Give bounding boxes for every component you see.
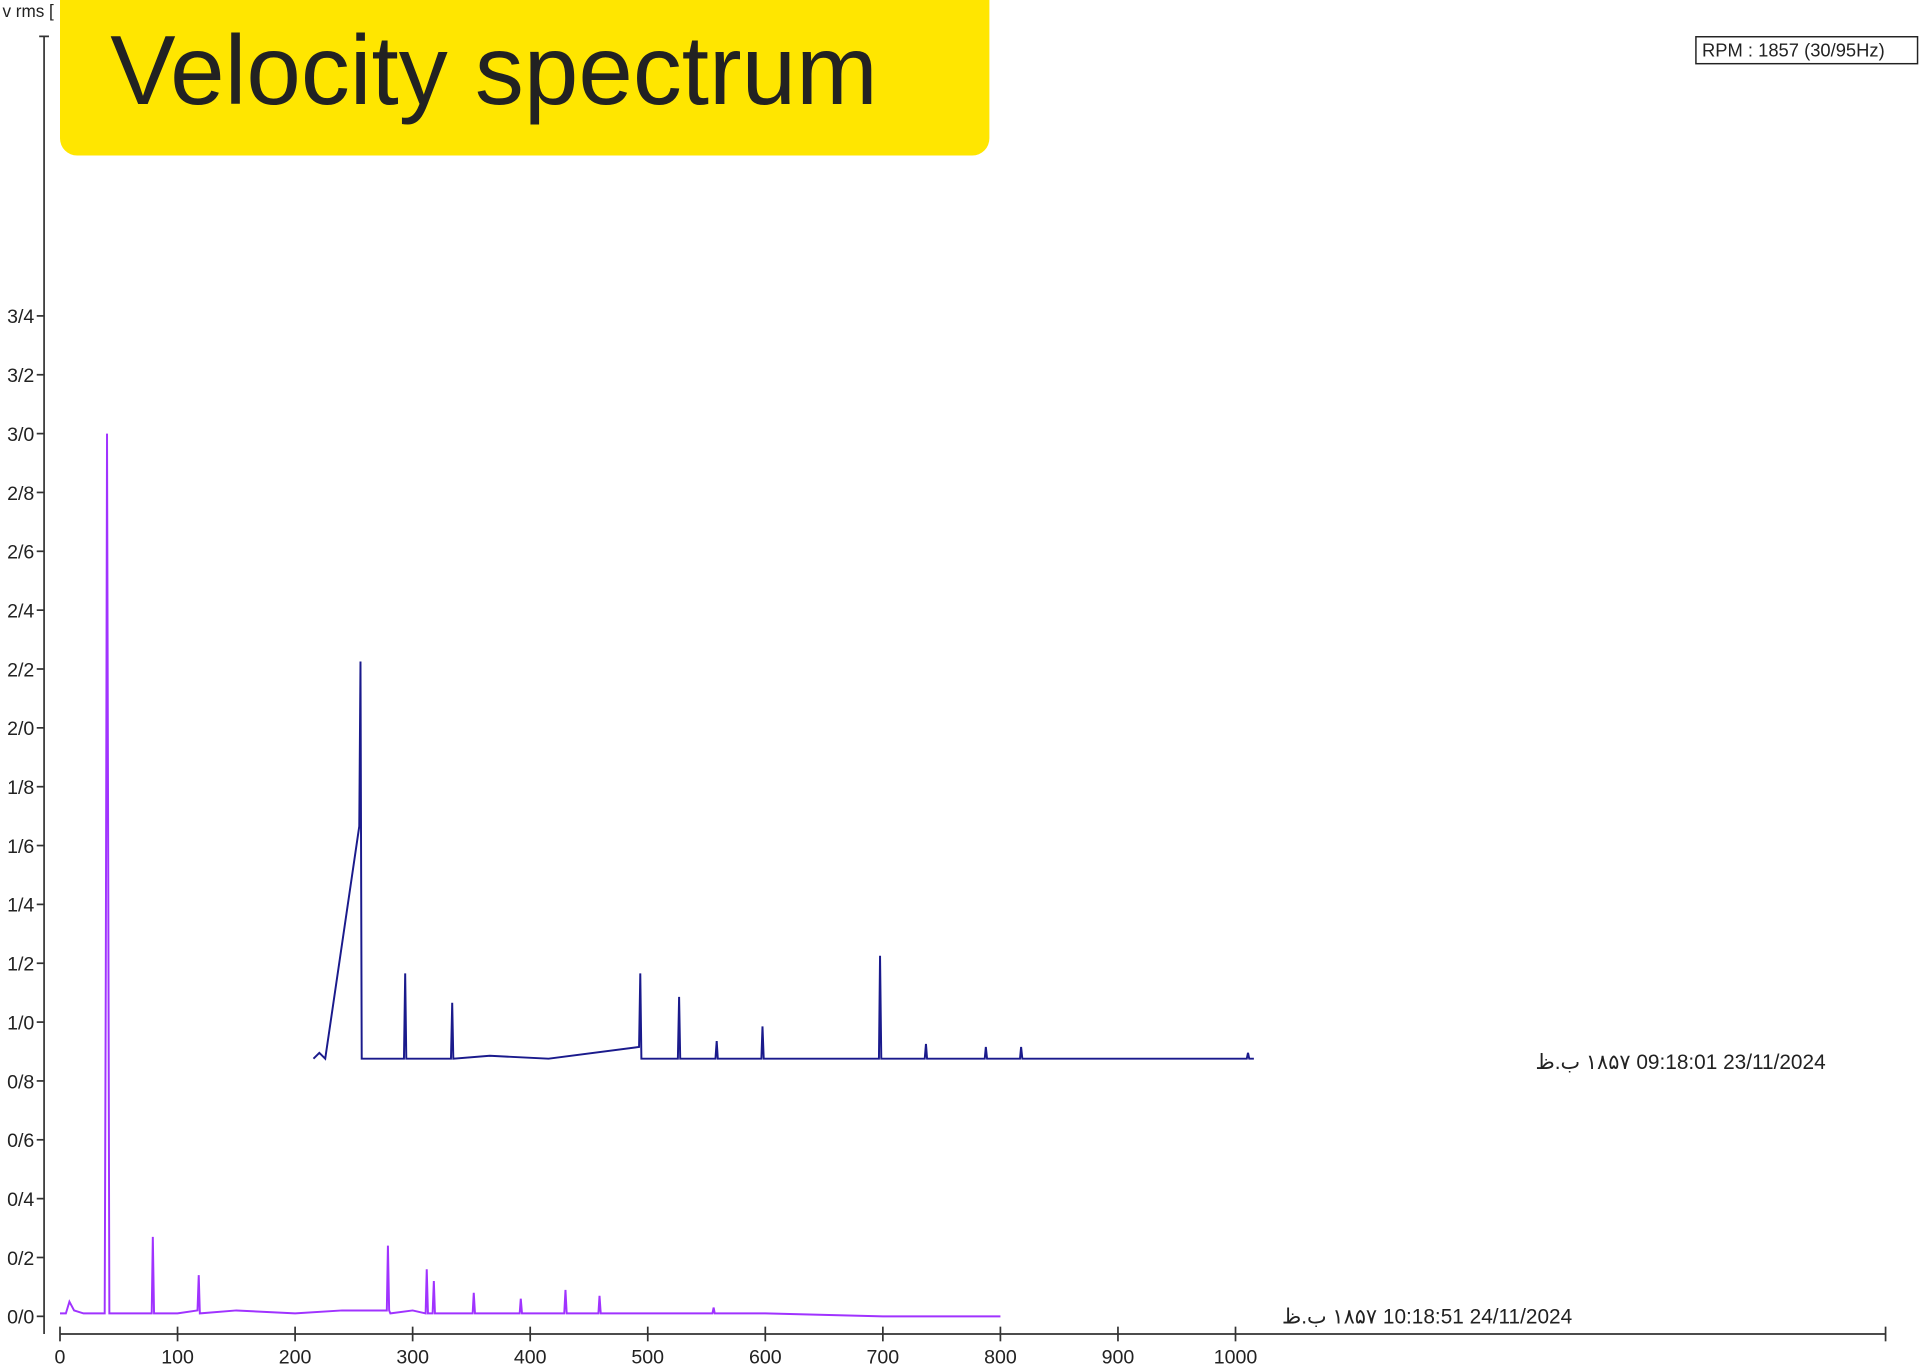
x-tick-label: 300 [396,1346,429,1368]
x-tick-label: 0 [55,1346,66,1368]
x-tick-label: 700 [867,1346,900,1368]
y-tick-label: 1/6 [7,836,34,858]
spectrum-line [60,433,1001,1318]
legend-label: 24/11/2024 10:18:51 ۱۸۵۷ ب.ظ [1282,1306,1572,1329]
legend-label: 23/11/2024 09:18:01 ۱۸۵۷ ب.ظ [1536,1051,1826,1074]
x-tick-label: 600 [749,1346,782,1368]
spectrum-line [312,661,1254,1061]
y-tick-label: 3/4 [7,306,34,328]
rpm-box [1695,36,1919,65]
x-tick-label: 800 [984,1346,1017,1368]
y-tick-label: 0/4 [7,1189,34,1211]
y-tick-label: 2/0 [7,718,34,740]
y-tick-label: 3/0 [7,424,34,446]
x-tick-label: 900 [1102,1346,1135,1368]
x-tick-label: 400 [514,1346,547,1368]
x-tick-label: 1000 [1214,1346,1258,1368]
y-tick-label: 0/6 [7,1130,34,1152]
y-tick-label: 0/0 [7,1307,34,1329]
x-tick-label: 100 [161,1346,194,1368]
rpm-annotation: RPM : 1857 (30/95Hz) [1702,39,1885,60]
y-axis-label: v rms [ [2,1,54,21]
y-tick-label: 0/8 [7,1071,34,1093]
y-tick-label: 1/0 [7,1012,34,1034]
y-tick-label: 1/8 [7,777,34,799]
chart-title: Velocity spectrum [110,15,877,125]
y-tick-label: 2/2 [7,659,34,681]
y-tick-label: 2/8 [7,483,34,505]
x-tick-label: 500 [631,1346,664,1368]
y-tick-label: 2/6 [7,542,34,564]
title-box [60,0,990,156]
y-tick-label: 2/4 [7,600,34,622]
y-tick-label: 0/2 [7,1248,34,1270]
x-tick-label: 200 [279,1346,312,1368]
y-tick-label: 1/4 [7,895,34,917]
y-tick-label: 1/2 [7,954,34,976]
y-tick-label: 3/2 [7,365,34,387]
